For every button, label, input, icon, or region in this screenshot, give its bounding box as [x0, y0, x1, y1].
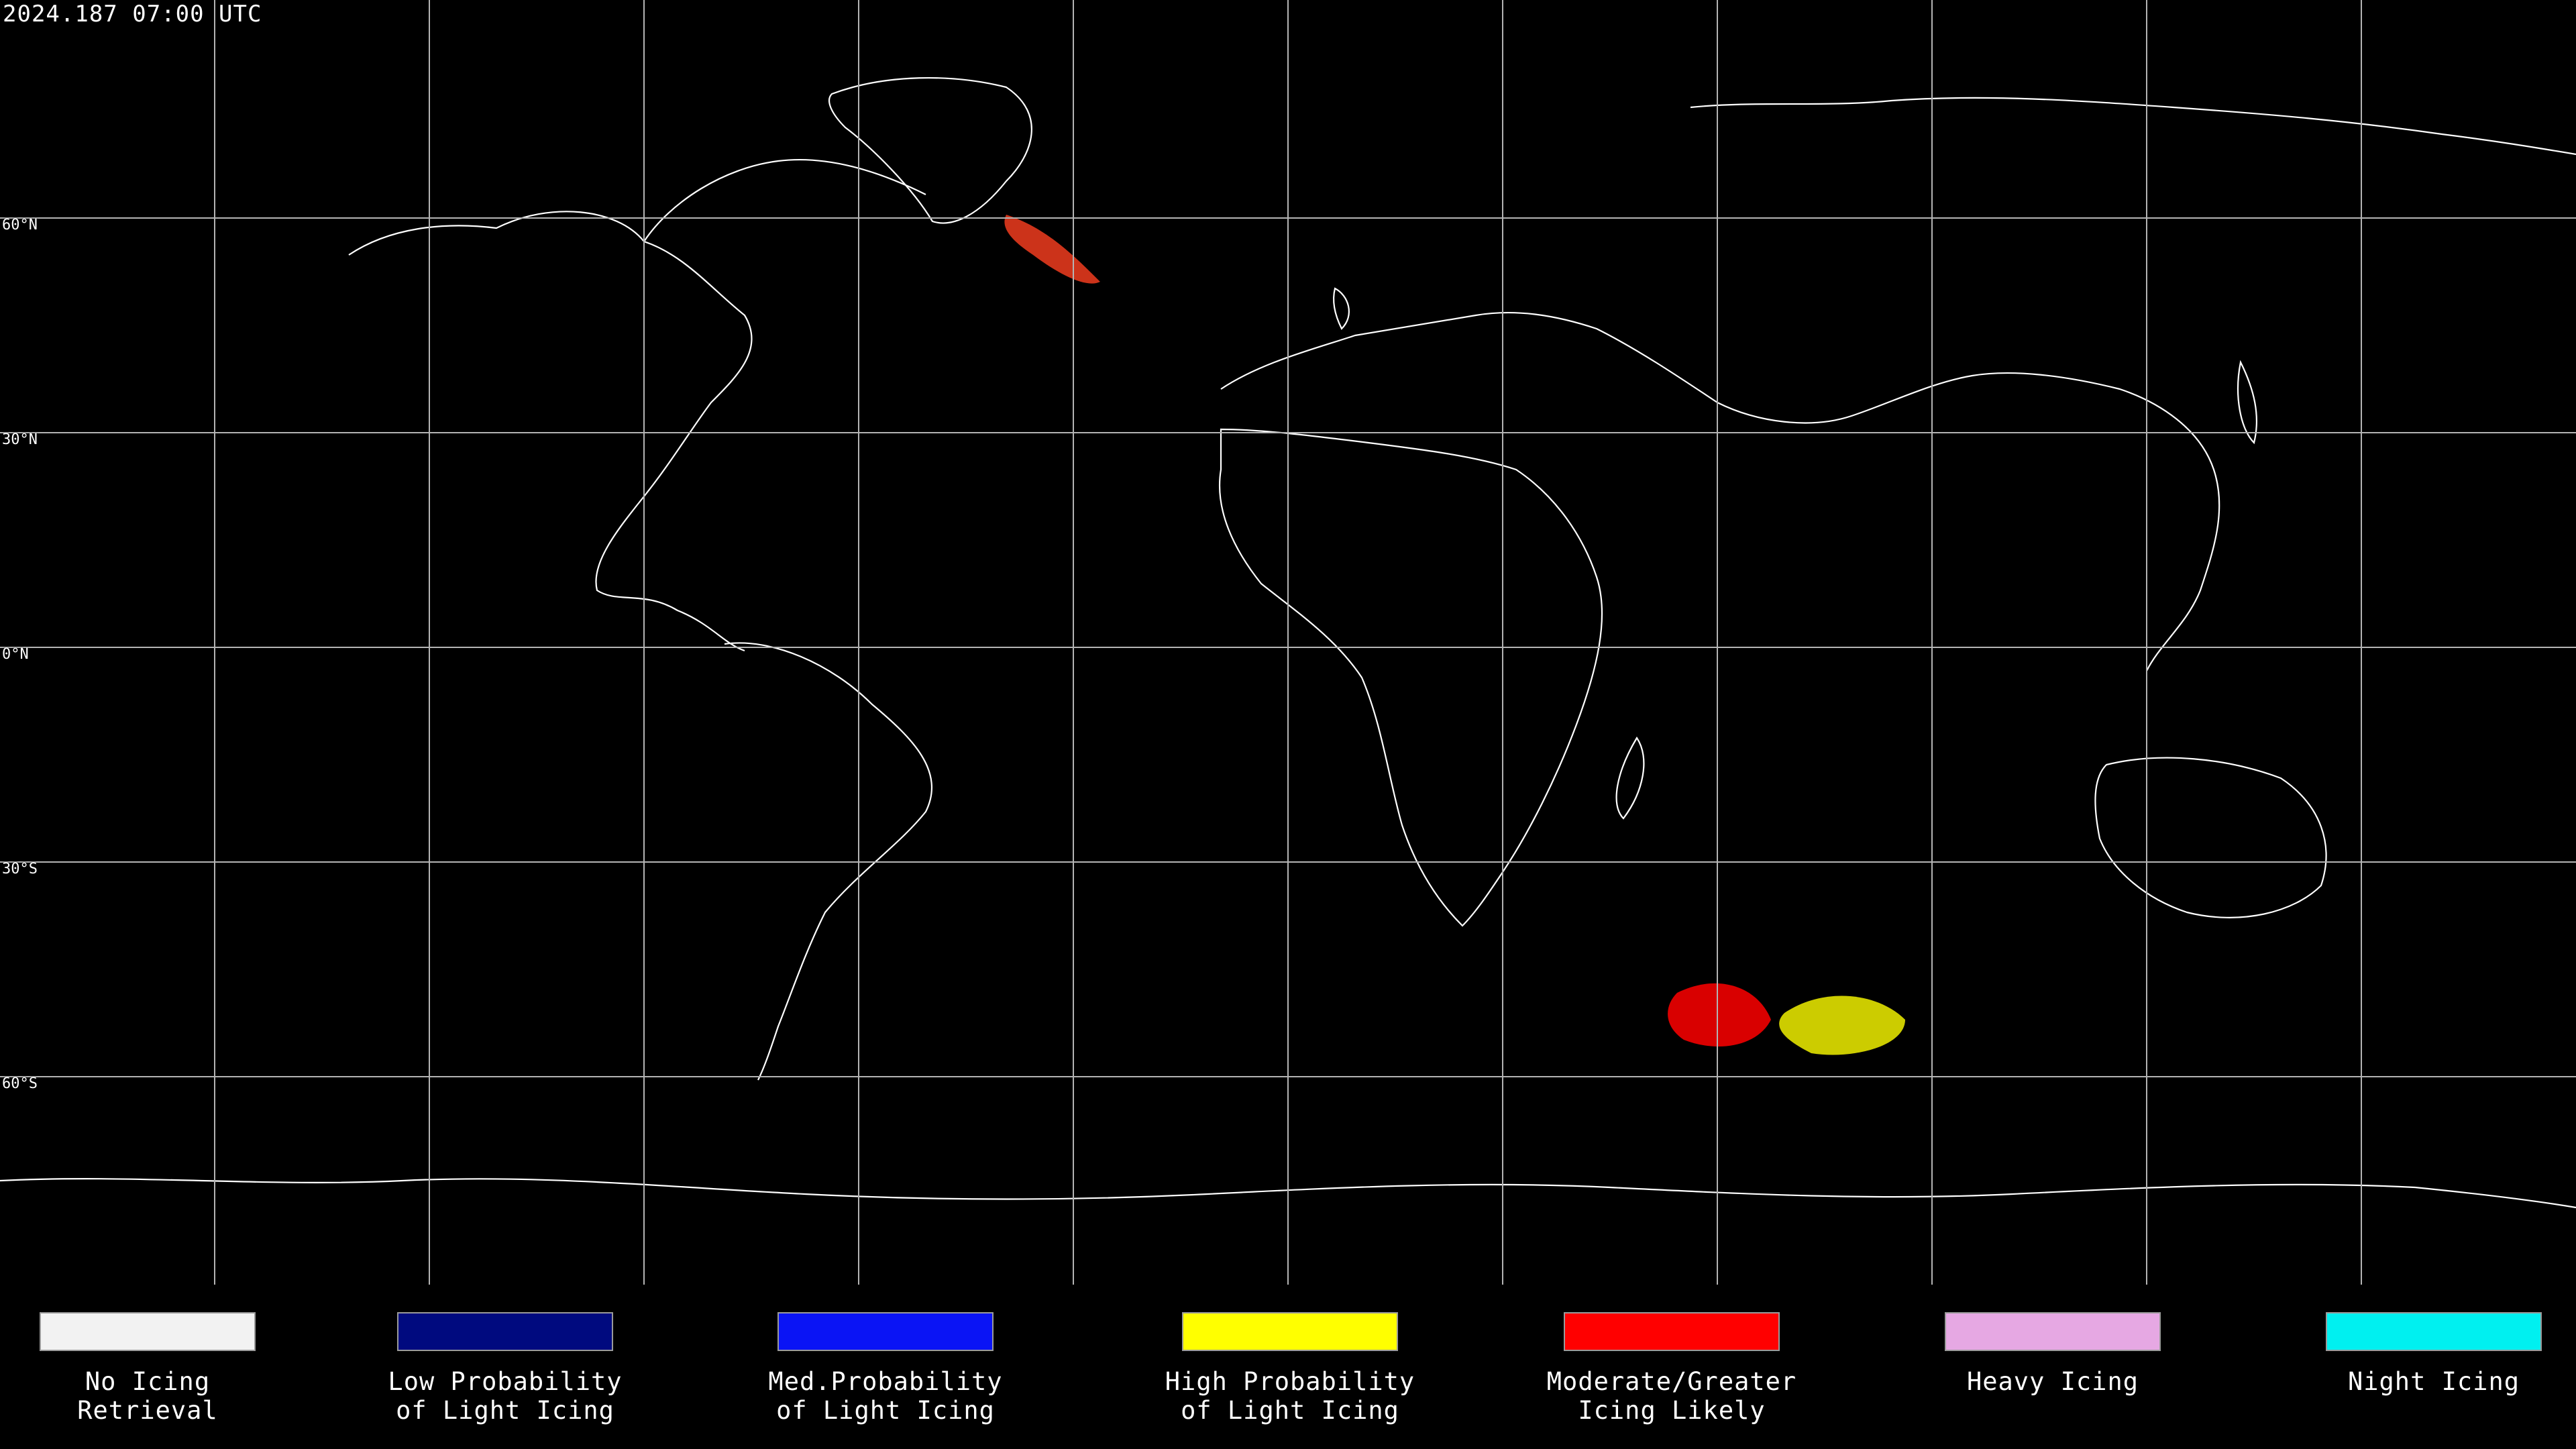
legend-label-line1: Moderate/Greater — [1546, 1367, 1797, 1396]
lat-label-60s: 60°S — [2, 1075, 38, 1092]
legend-label-line1: Heavy Icing — [1966, 1367, 2139, 1396]
cloud-fields — [0, 138, 2576, 1148]
no-icing-region-east-pacific — [2388, 488, 2576, 872]
legend-label-line2: of Light Icing — [776, 1396, 995, 1425]
legend-label-line1: No Icing — [85, 1367, 211, 1396]
legend-swatch-high-probability-light — [1182, 1312, 1398, 1351]
icing-map: 2024.187 07:00 UTC 60°N 30°N 0°N 30°S 60… — [0, 0, 2576, 1285]
legend-item-moderate-greater-likely: Moderate/Greater Icing Likely — [1538, 1312, 1806, 1425]
legend-label-line1: High Probability — [1165, 1367, 1415, 1396]
lat-label-30s: 30°S — [2, 861, 38, 877]
icing-region-africa-band — [1256, 492, 1758, 649]
legend-swatch-med-probability-light — [777, 1312, 994, 1351]
legend-swatch-heavy-icing — [1945, 1312, 2161, 1351]
legend-label-line1: Night Icing — [2347, 1367, 2520, 1396]
coastline-south-america — [724, 642, 933, 1081]
legend-item-med-probability-light: Med.Probability of Light Icing — [751, 1312, 1020, 1425]
map-canvas — [0, 0, 2576, 1285]
coastline-japan — [2237, 360, 2258, 445]
lat-label-60n: 60°N — [2, 217, 38, 233]
legend-swatch-no-icing-retrieval — [40, 1312, 256, 1351]
coastline-greenland — [828, 76, 1032, 224]
lat-lon-graticule — [0, 0, 2576, 1285]
legend-label-line2: Icing Likely — [1578, 1396, 1766, 1425]
legend-swatch-moderate-greater-likely — [1564, 1312, 1780, 1351]
coastlines — [0, 76, 2576, 1209]
lat-label-30n: 30°N — [2, 431, 38, 448]
night-icing-region-southwest-pacific — [0, 949, 398, 1135]
icing-edge-siberia — [1004, 215, 1100, 284]
timestamp-label: 2024.187 07:00 UTC — [3, 1, 262, 28]
coastline-uk — [1332, 287, 1350, 330]
lat-label-0n: 0°N — [2, 646, 29, 663]
no-icing-region-equatorial — [176, 688, 463, 836]
legend-item-night-icing: Night Icing — [2300, 1312, 2568, 1396]
legend-item-low-probability-light: Low Probability of Light Icing — [371, 1312, 639, 1425]
legend-label-line1: Med.Probability — [768, 1367, 1003, 1396]
coastline-madagascar — [1615, 736, 1645, 820]
coastline-eurasia — [1220, 97, 2576, 672]
legend-label-line1: Low Probability — [388, 1367, 623, 1396]
no-icing-region-tropical-pacific — [0, 415, 1010, 643]
icing-region-asia — [1736, 145, 2542, 828]
moderate-icing-region-southern — [1668, 983, 1771, 1046]
legend: No Icing Retrieval Low Probability of Li… — [0, 1285, 2576, 1449]
moderate-icing-region-southern-2 — [1779, 996, 1905, 1055]
no-icing-region-north-pacific — [0, 138, 1063, 375]
night-icing-region-south-pacific — [771, 806, 1317, 1099]
night-icing-region-north-pacific — [566, 198, 857, 339]
legend-label-line2: of Light Icing — [1181, 1396, 1399, 1425]
legend-item-heavy-icing: Heavy Icing — [1919, 1312, 2187, 1396]
legend-swatch-low-probability-light — [397, 1312, 613, 1351]
legend-item-no-icing-retrieval: No Icing Retrieval — [13, 1312, 282, 1425]
coastline-africa — [1218, 428, 1603, 927]
coastline-antarctica — [0, 1178, 2576, 1209]
coastline-australia — [2094, 757, 2327, 918]
icing-region-australia — [1945, 804, 2142, 994]
legend-label-line2: Retrieval — [77, 1396, 218, 1425]
legend-label-line2: of Light Icing — [396, 1396, 614, 1425]
legend-item-high-probability-light: High Probability of Light Icing — [1156, 1312, 1424, 1425]
legend-swatch-night-icing — [2326, 1312, 2542, 1351]
no-icing-region-south-indian — [1465, 953, 2576, 1140]
